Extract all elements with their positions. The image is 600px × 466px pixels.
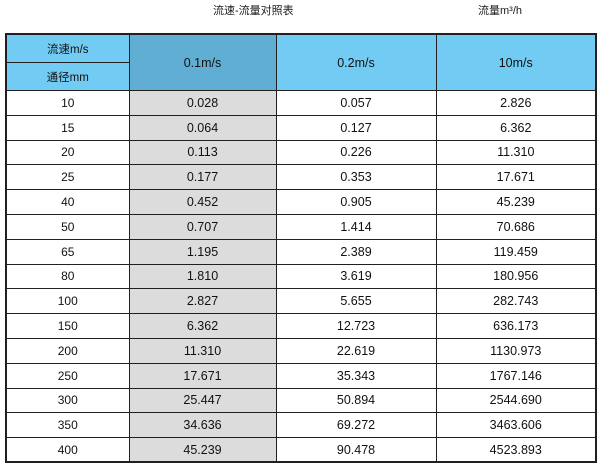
cell-nominal-diameter: 40 xyxy=(5,189,130,215)
cell-flow-value-1: 0.353 xyxy=(275,164,437,191)
cell-flow-value-1: 0.905 xyxy=(275,189,437,215)
cell-flow-value-2: 11.310 xyxy=(435,139,597,166)
cell-flow-value-2: 180.956 xyxy=(435,263,597,290)
column-header-2: 10m/s xyxy=(435,33,597,91)
table-row: 350 34.636 69.272 3463.606 xyxy=(5,412,597,439)
chart-title: 流速-流量对照表 xyxy=(213,5,294,17)
table-row: 100 2.827 5.655 282.743 xyxy=(5,288,597,315)
cell-flow-value-0: 11.310 xyxy=(128,337,277,364)
cell-flow-value-0: 0.028 xyxy=(128,90,277,116)
table-row: 200 11.310 22.619 1130.973 xyxy=(5,337,597,364)
cell-flow-value-2: 1130.973 xyxy=(435,337,597,364)
cell-flow-value-2: 3463.606 xyxy=(435,412,597,439)
cell-flow-value-1: 1.414 xyxy=(275,213,437,240)
cell-flow-value-0: 45.239 xyxy=(128,437,277,463)
cell-flow-value-1: 35.343 xyxy=(275,362,437,389)
cell-flow-value-2: 70.686 xyxy=(435,213,597,240)
table-row: 250 17.671 35.343 1767.146 xyxy=(5,362,597,389)
corner-velocity-label: 流速m/s xyxy=(5,33,130,63)
cell-flow-value-0: 6.362 xyxy=(128,313,277,339)
cell-nominal-diameter: 25 xyxy=(5,164,130,191)
cell-flow-value-2: 282.743 xyxy=(435,288,597,315)
flow-velocity-table: 流速m/s 0.1m/s 0.2m/s 10m/s 通径mm 10 0.028 0.… xyxy=(5,33,597,464)
table-row: 15 0.064 0.127 6.362 xyxy=(5,114,597,141)
cell-nominal-diameter: 20 xyxy=(5,139,130,166)
cell-flow-value-2: 2.826 xyxy=(435,90,597,116)
corner-diameter-label: 通径mm xyxy=(5,62,130,91)
cell-nominal-diameter: 200 xyxy=(5,337,130,364)
cell-flow-value-0: 34.636 xyxy=(128,412,277,439)
cell-nominal-diameter: 350 xyxy=(5,412,130,439)
cell-nominal-diameter: 250 xyxy=(5,362,130,389)
cell-flow-value-1: 2.389 xyxy=(275,238,437,265)
cell-nominal-diameter: 80 xyxy=(5,263,130,290)
table-row: 150 6.362 12.723 636.173 xyxy=(5,313,597,339)
cell-flow-value-1: 22.619 xyxy=(275,337,437,364)
cell-flow-value-2: 45.239 xyxy=(435,189,597,215)
cell-flow-value-2: 636.173 xyxy=(435,313,597,339)
table-row: 40 0.452 0.905 45.239 xyxy=(5,189,597,215)
cell-flow-value-0: 0.707 xyxy=(128,213,277,240)
flow-velocity-table-wrapper: 流速m/s 0.1m/s 0.2m/s 10m/s 通径mm 10 0.028 0.… xyxy=(5,33,597,464)
column-header-1: 0.2m/s xyxy=(275,33,437,91)
table-row: 80 1.810 3.619 180.956 xyxy=(5,263,597,290)
cell-nominal-diameter: 150 xyxy=(5,313,130,339)
table-row: 20 0.113 0.226 11.310 xyxy=(5,139,597,166)
cell-flow-value-2: 6.362 xyxy=(435,114,597,141)
cell-nominal-diameter: 100 xyxy=(5,288,130,315)
cell-flow-value-2: 2544.690 xyxy=(435,387,597,414)
cell-flow-value-2: 1767.146 xyxy=(435,362,597,389)
table-row: 50 0.707 1.414 70.686 xyxy=(5,213,597,240)
header-row-top: 流速m/s 0.1m/s 0.2m/s 10m/s xyxy=(5,33,597,91)
cell-flow-value-1: 69.272 xyxy=(275,412,437,439)
cell-flow-value-0: 0.113 xyxy=(128,139,277,166)
cell-flow-value-2: 4523.893 xyxy=(435,437,597,463)
table-row: 25 0.177 0.353 17.671 xyxy=(5,164,597,191)
caption-strip: 流速-流量对照表 流量m³/h xyxy=(0,0,600,33)
cell-flow-value-0: 0.452 xyxy=(128,189,277,215)
cell-flow-value-0: 25.447 xyxy=(128,387,277,414)
cell-flow-value-1: 5.655 xyxy=(275,288,437,315)
cell-flow-value-1: 0.226 xyxy=(275,139,437,166)
cell-flow-value-0: 1.195 xyxy=(128,238,277,265)
cell-nominal-diameter: 400 xyxy=(5,437,130,463)
cell-flow-value-1: 90.478 xyxy=(275,437,437,463)
cell-flow-value-2: 17.671 xyxy=(435,164,597,191)
cell-flow-value-1: 50.894 xyxy=(275,387,437,414)
cell-nominal-diameter: 15 xyxy=(5,114,130,141)
flow-unit-label: 流量m³/h xyxy=(478,5,522,17)
cell-nominal-diameter: 50 xyxy=(5,213,130,240)
cell-flow-value-1: 0.127 xyxy=(275,114,437,141)
cell-flow-value-1: 3.619 xyxy=(275,263,437,290)
cell-flow-value-0: 1.810 xyxy=(128,263,277,290)
table-row: 10 0.028 0.057 2.826 xyxy=(5,90,597,116)
table-header: 流速m/s 0.1m/s 0.2m/s 10m/s 通径mm xyxy=(5,33,597,91)
cell-flow-value-0: 0.177 xyxy=(128,164,277,191)
cell-flow-value-0: 2.827 xyxy=(128,288,277,315)
cell-nominal-diameter: 65 xyxy=(5,238,130,265)
cell-nominal-diameter: 10 xyxy=(5,90,130,116)
header-row-bottom: 通径mm xyxy=(5,62,596,91)
table-row: 400 45.239 90.478 4523.893 xyxy=(5,437,597,463)
cell-nominal-diameter: 300 xyxy=(5,387,130,414)
table-row: 65 1.195 2.389 119.459 xyxy=(5,238,597,265)
cell-flow-value-0: 17.671 xyxy=(128,362,277,389)
cell-flow-value-1: 0.057 xyxy=(275,90,437,116)
cell-flow-value-2: 119.459 xyxy=(435,238,597,265)
column-header-0: 0.1m/s xyxy=(128,33,277,91)
table-body: 10 0.028 0.057 2.826 15 0.064 0.127 6.362 20 0.11… xyxy=(5,90,597,463)
cell-flow-value-0: 0.064 xyxy=(128,114,277,141)
cell-flow-value-1: 12.723 xyxy=(275,313,437,339)
table-row: 300 25.447 50.894 2544.690 xyxy=(5,387,597,414)
